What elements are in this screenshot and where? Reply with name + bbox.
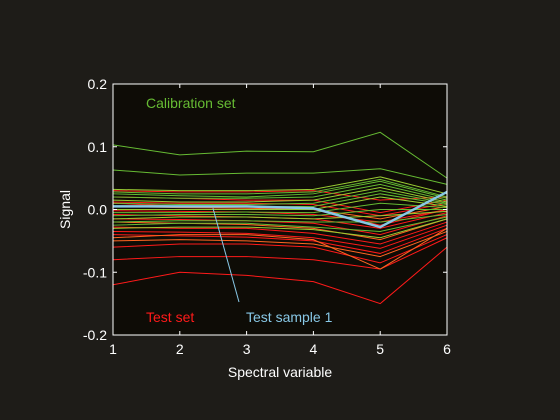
test-set-label: Test set [146,309,194,325]
calibration-series-line [112,209,447,217]
y-axis-title: Signal [57,190,73,229]
x-tick-label: 2 [176,341,184,357]
y-tick-label: -0.2 [83,327,107,343]
test-series-line [112,227,448,254]
calibration-series-line [113,202,448,214]
annotation-layer: Calibration set Test set Test sample 1 [146,95,333,325]
y-tick-label: 0.1 [88,139,108,155]
test-series-line [112,237,448,270]
calibration-series-line [112,218,448,239]
test-series-line [112,218,448,241]
calibration-series-line [112,190,448,205]
calibration-series-line [112,180,448,199]
calibration-series-line [112,216,448,232]
x-tick-label: 3 [243,341,251,357]
calibration-series-line [113,196,448,210]
y-tick-label: -0.1 [83,264,107,280]
calibration-series-line [112,176,448,195]
x-tick-label: 6 [443,341,451,357]
calibration-series-line [112,131,448,179]
test-series-line [112,190,448,201]
calibration-series-line [112,210,448,220]
test-series-line [112,234,448,264]
test-series-line [112,246,448,305]
x-tick-label: 4 [310,341,318,357]
calibration-series-line [112,183,448,201]
test-sample-line [113,190,448,229]
calibration-series-line [112,178,448,198]
test-series-line [112,227,448,270]
test-series-line [112,224,448,249]
axes: 1 2 3 4 5 6 -0.2 -0.1 0.0 0.1 0.2 [83,76,451,357]
calibration-series-line [112,187,448,203]
x-tick-label: 1 [109,341,117,357]
x-tick-label: 5 [376,341,384,357]
test-sample-pointer-line [212,208,240,303]
test-series-line [112,221,448,245]
calibration-series-line [112,168,448,185]
series-layer [112,131,448,305]
y-tick-label: 0.0 [88,202,108,218]
test-sample-label: Test sample 1 [246,309,333,325]
test-series-line [112,215,448,236]
y-tick-label: 0.2 [88,76,108,92]
x-axis-title: Spectral variable [228,364,332,380]
test-series-line [112,230,448,258]
calibration-set-label: Calibration set [146,95,236,111]
